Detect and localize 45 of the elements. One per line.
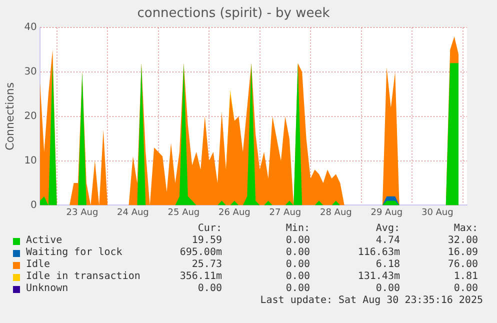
text: 0.00	[454, 283, 478, 294]
text: 0.00	[286, 283, 310, 294]
x-tick-label: 25 Aug	[168, 208, 200, 218]
y-tick-label: 30	[24, 66, 37, 78]
x-tick-label: 26 Aug	[218, 208, 250, 218]
text: 25.73	[192, 259, 222, 270]
x-tick-label: 27 Aug	[269, 208, 302, 218]
x-tick-label: 23 Aug	[66, 208, 98, 218]
text: Max:	[454, 223, 478, 234]
text: 19.59	[192, 235, 222, 246]
text: 116.63m	[358, 247, 400, 258]
text: 4.74	[376, 235, 400, 246]
text: 0.00	[286, 259, 310, 270]
text: Last update: Sat Aug 30 23:35:16 2025	[260, 295, 483, 306]
text: 0.00	[198, 283, 222, 294]
text: 76.00	[448, 259, 478, 270]
x-tick-label: 28 Aug	[320, 208, 352, 218]
legend-label: Unknown	[26, 283, 68, 294]
text: Avg:	[376, 223, 400, 234]
legend-label: Waiting for lock	[26, 247, 122, 258]
text: 32.00	[448, 235, 478, 246]
text: 131.43m	[358, 271, 400, 282]
legend-label: Idle	[26, 259, 50, 270]
text: 0.00	[376, 283, 400, 294]
text: 1.81	[454, 271, 478, 282]
text: 695.00m	[180, 247, 222, 258]
text: Cur:	[198, 223, 222, 234]
y-tick-label: 20	[24, 110, 37, 122]
y-tick-label: 10	[24, 155, 37, 166]
y-axis-title: Connections	[3, 82, 16, 150]
text: 356.11m	[180, 271, 222, 282]
legend-label: Active	[26, 235, 62, 246]
text: 6.18	[376, 259, 400, 270]
text: 0.00	[286, 247, 310, 258]
text: Min:	[286, 223, 310, 234]
legend-label: Idle in transaction	[26, 271, 140, 282]
x-tick-label: 29 Aug	[370, 208, 403, 218]
x-tick-label: 24 Aug	[117, 208, 149, 218]
text: 16.09	[448, 247, 478, 258]
text: 0.00	[286, 235, 310, 246]
text: 0.00	[286, 271, 310, 282]
chart-title: connections (spirit) - by week	[137, 6, 330, 22]
y-tick-label: 40	[24, 22, 37, 34]
x-tick-label: 30 Aug	[421, 208, 454, 218]
y-tick-label: 0	[30, 200, 37, 211]
